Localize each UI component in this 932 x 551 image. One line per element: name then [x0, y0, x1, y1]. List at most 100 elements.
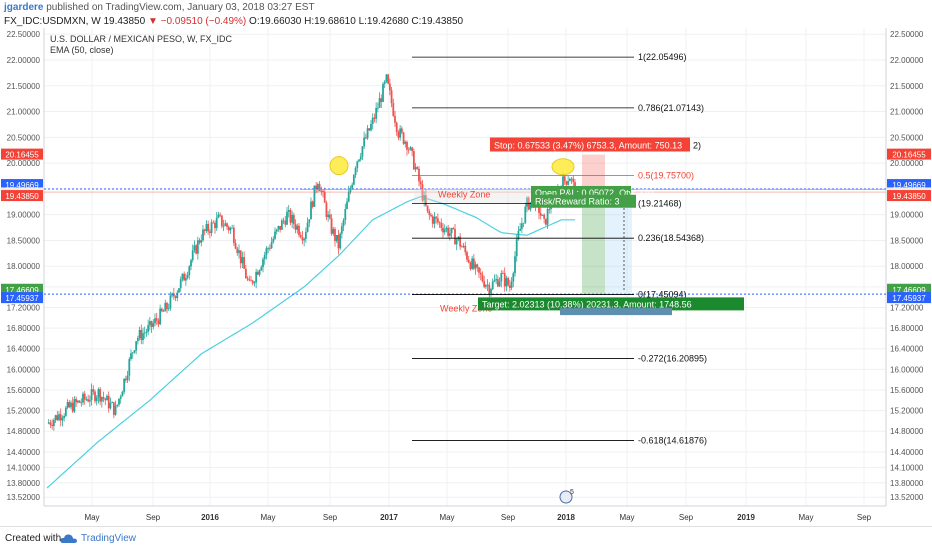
price-label-right — [887, 190, 931, 202]
candle-body — [462, 245, 465, 247]
candle-body — [416, 167, 419, 169]
candle-body — [428, 210, 431, 215]
candle-body — [219, 214, 222, 216]
candle-body — [352, 175, 355, 185]
price-label-left — [1, 190, 43, 202]
candle-body — [346, 201, 348, 209]
author-link[interactable]: jgardere — [4, 2, 44, 13]
candle-body — [88, 400, 91, 402]
y-tick-left: 16.00000 — [7, 365, 41, 374]
candle-body — [160, 308, 163, 312]
candle-body — [440, 222, 443, 228]
candle-body — [435, 216, 438, 219]
footer: Created with TradingView — [0, 526, 932, 551]
candle-body — [224, 223, 227, 226]
candle-body — [570, 178, 573, 180]
candle-body — [303, 238, 306, 241]
tradingview-link[interactable]: TradingView — [81, 533, 137, 544]
candle-body — [520, 223, 523, 229]
candle-body — [347, 191, 350, 202]
candle-body — [455, 239, 458, 245]
candle-body — [212, 222, 215, 224]
fib-label: -0.618(14.61876) — [638, 436, 707, 446]
candle-body — [418, 168, 420, 182]
candle-body — [145, 331, 148, 333]
stop-suffix: 2) — [693, 141, 701, 151]
candle-body — [304, 231, 307, 239]
last-price: 19.43850 — [103, 16, 146, 27]
y-tick-left: 19.00000 — [7, 211, 41, 220]
y-tick-right: 16.00000 — [890, 365, 924, 374]
candle-body — [243, 257, 246, 269]
candle-body — [315, 185, 318, 190]
candle-body — [447, 227, 450, 236]
candle-body — [388, 83, 391, 91]
candle-body — [460, 246, 463, 248]
chart-area[interactable]: 22.50000 22.50000 22.00000 22.00000 21.50000… — [0, 28, 932, 526]
candle-body — [337, 234, 340, 249]
candle-body — [47, 422, 50, 424]
candle-body — [251, 280, 254, 284]
candle-body — [493, 280, 496, 282]
candle-body — [162, 311, 165, 312]
candle-body — [419, 181, 422, 185]
candle-body — [507, 278, 510, 286]
candle-body — [296, 225, 299, 230]
fib-label: -0.272(16.20895) — [638, 354, 707, 364]
candle-body — [433, 216, 436, 224]
candle-body — [445, 227, 448, 230]
candle-body — [524, 206, 527, 223]
candle-body — [118, 398, 120, 405]
candle-body — [320, 190, 323, 192]
candle-body — [325, 202, 328, 218]
candle-body — [344, 208, 347, 220]
y-tick-left: 14.10000 — [7, 463, 41, 472]
candle-body — [565, 181, 568, 185]
x-tick: 2017 — [380, 513, 398, 522]
publish-line: jgardere published on TradingView.com, J… — [4, 2, 315, 13]
candle-body — [286, 211, 288, 225]
candle-body — [431, 216, 434, 224]
candle-body — [361, 146, 364, 157]
candle-body — [311, 201, 314, 207]
price-label-right-text: 17.46609 — [892, 286, 926, 295]
candle-body — [512, 273, 515, 282]
candle-body — [147, 325, 150, 332]
drawings: Weekly Zone Weekly Zone 1(22.05496) 0.786(2… — [44, 52, 886, 504]
price-chart[interactable]: 22.50000 22.50000 22.00000 22.00000 21.50000… — [0, 28, 932, 526]
candle-body — [567, 181, 570, 185]
candle-body — [342, 219, 345, 227]
candle-body — [328, 214, 331, 219]
candle-body — [430, 214, 432, 217]
y-tick-right: 21.00000 — [890, 108, 924, 117]
candle-body — [51, 424, 54, 426]
candle-body — [351, 184, 354, 189]
candle-body — [496, 279, 499, 287]
symbol-label: FX_IDC:USDMXN, W — [4, 16, 101, 27]
quote-line: FX_IDC:USDMXN, W 19.43850 ▼ −0.09510 (−0… — [4, 16, 463, 27]
fib-label: 0.5(19.75700) — [638, 171, 694, 181]
candle-body — [217, 214, 220, 218]
y-tick-left: 17.20000 — [7, 303, 41, 312]
target-text: Target: 2.02313 (10.38%) 20231.3, Amount… — [482, 299, 692, 309]
candle-body — [214, 222, 216, 229]
price-label-right — [887, 283, 931, 295]
candle-body — [376, 107, 379, 109]
candle-body — [130, 353, 132, 360]
candle-body — [392, 103, 395, 116]
candle-body — [378, 98, 381, 108]
candle-body — [205, 223, 208, 231]
candle-body — [505, 278, 508, 287]
candle-body — [359, 156, 362, 160]
candle-body — [169, 295, 172, 309]
candle-body — [135, 341, 138, 351]
candle-body — [476, 264, 479, 268]
candle-body — [409, 147, 412, 150]
candle-body — [340, 226, 343, 234]
candle-body — [541, 214, 544, 216]
candle-body — [111, 402, 114, 404]
candle-body — [562, 176, 564, 191]
ema-line — [46, 195, 575, 489]
candle-body — [78, 400, 81, 403]
y-tick-right: 19.00000 — [890, 211, 924, 220]
